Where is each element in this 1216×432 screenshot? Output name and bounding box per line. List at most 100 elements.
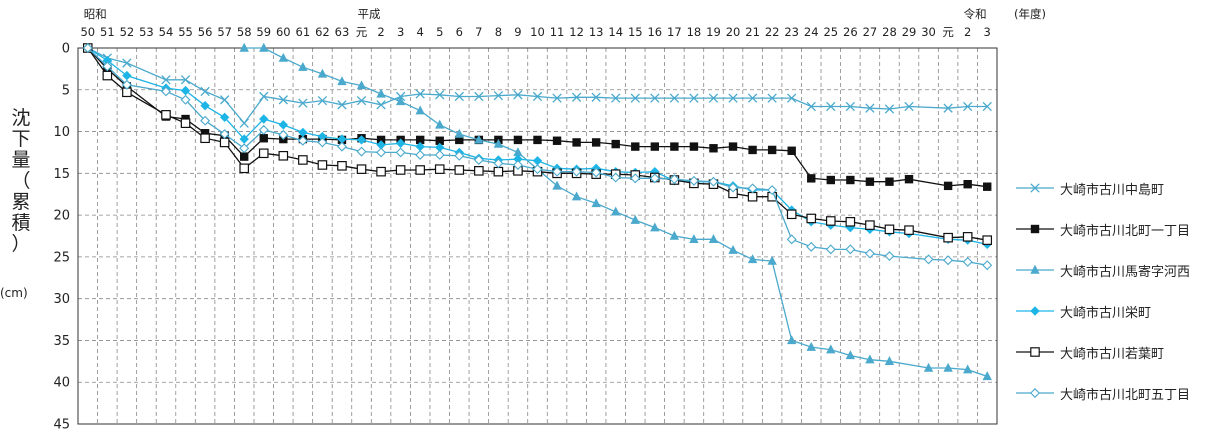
data-point bbox=[356, 146, 367, 157]
data-point bbox=[884, 104, 895, 114]
data-point bbox=[1030, 183, 1040, 193]
data-point bbox=[786, 335, 797, 345]
x-tick-label: 62 bbox=[315, 25, 330, 39]
data-point bbox=[317, 131, 328, 142]
x-tick-label: 2 bbox=[964, 25, 971, 39]
data-point bbox=[610, 172, 621, 183]
x-tick-label: 59 bbox=[256, 25, 271, 39]
legend-item: 大崎市古川北町五丁目 bbox=[1012, 383, 1190, 403]
legend-swatch bbox=[1016, 306, 1054, 316]
x-tick-label: 19 bbox=[706, 25, 721, 39]
data-point bbox=[161, 86, 171, 97]
data-point bbox=[708, 93, 719, 103]
data-point bbox=[122, 58, 132, 68]
y-axis-label-char: 沈 bbox=[11, 107, 31, 129]
x-tick-label: 30 bbox=[921, 25, 936, 39]
y-axis-label-char: 量 bbox=[11, 149, 31, 171]
data-point bbox=[806, 213, 817, 224]
data-point bbox=[688, 175, 699, 186]
x-tick-label: 20 bbox=[726, 25, 741, 39]
data-point bbox=[689, 234, 699, 244]
y-tick-labels: 0 5 10 15 20 25 30 35 40 45 bbox=[53, 42, 70, 432]
data-point bbox=[395, 138, 406, 148]
data-point bbox=[376, 100, 386, 110]
data-point bbox=[102, 70, 113, 81]
legend-swatch bbox=[1016, 183, 1054, 193]
y-axis-label-char: 累 bbox=[11, 191, 31, 213]
data-point bbox=[415, 141, 425, 152]
y-tick-label: 30 bbox=[53, 292, 70, 307]
data-point bbox=[493, 166, 504, 177]
data-point bbox=[1030, 224, 1040, 234]
data-point bbox=[356, 95, 367, 106]
data-point bbox=[747, 191, 758, 202]
data-point bbox=[611, 206, 621, 216]
data-point bbox=[259, 91, 269, 102]
data-point bbox=[630, 93, 640, 103]
data-point bbox=[474, 134, 484, 144]
data-point bbox=[474, 166, 484, 176]
data-point bbox=[826, 101, 836, 112]
data-point bbox=[239, 163, 250, 174]
data-point bbox=[532, 156, 543, 166]
data-point bbox=[474, 91, 484, 102]
data-point bbox=[298, 62, 308, 71]
data-point bbox=[278, 129, 289, 140]
data-point bbox=[962, 256, 973, 267]
y-tick-label: 35 bbox=[53, 334, 70, 349]
data-point bbox=[513, 90, 523, 100]
data-point bbox=[786, 234, 797, 245]
data-point bbox=[395, 96, 406, 106]
data-point bbox=[552, 93, 562, 103]
data-point bbox=[317, 160, 328, 170]
data-point bbox=[376, 140, 386, 150]
data-point bbox=[767, 145, 777, 155]
data-point bbox=[122, 70, 132, 81]
data-point bbox=[591, 92, 601, 102]
data-point bbox=[826, 344, 836, 354]
x-tick-label: 3 bbox=[397, 25, 404, 39]
x-tick-label: 21 bbox=[745, 25, 760, 39]
data-point bbox=[571, 191, 582, 201]
data-point bbox=[454, 128, 464, 138]
data-point bbox=[493, 138, 504, 148]
data-point bbox=[102, 61, 113, 72]
legend-item: 大崎市古川若葉町 bbox=[1012, 342, 1164, 362]
data-point bbox=[591, 198, 601, 208]
data-point bbox=[767, 255, 777, 265]
data-point bbox=[336, 141, 347, 152]
x-tick-label: 51 bbox=[100, 25, 115, 39]
data-point bbox=[571, 92, 582, 102]
x-tick-label: 9 bbox=[514, 25, 521, 39]
data-point bbox=[728, 182, 739, 193]
data-point bbox=[747, 183, 758, 194]
data-point bbox=[376, 88, 386, 98]
data-point bbox=[532, 164, 543, 175]
data-point bbox=[943, 255, 954, 266]
data-point bbox=[435, 119, 445, 129]
x-tick-label: 11 bbox=[550, 25, 565, 39]
data-point bbox=[670, 142, 679, 151]
x-tick-label: 15 bbox=[628, 25, 643, 39]
data-point bbox=[884, 224, 895, 235]
y-axis-label-char: 積 bbox=[11, 212, 31, 234]
x-tick-label: 10 bbox=[530, 25, 545, 39]
data-point bbox=[923, 362, 934, 372]
y-axis-label-char: 下 bbox=[11, 128, 31, 150]
era-label: 昭和 bbox=[84, 7, 107, 21]
data-point bbox=[532, 91, 543, 102]
data-point bbox=[611, 93, 621, 103]
data-point bbox=[884, 251, 895, 262]
data-point bbox=[669, 174, 680, 185]
x-tick-label: 18 bbox=[687, 25, 702, 39]
data-point bbox=[982, 235, 993, 245]
data-point bbox=[454, 165, 465, 175]
data-point bbox=[943, 103, 953, 113]
data-point bbox=[415, 135, 425, 145]
data-point bbox=[630, 214, 640, 224]
data-point bbox=[337, 76, 347, 86]
data-point bbox=[963, 179, 972, 189]
data-point bbox=[591, 138, 601, 147]
data-point bbox=[865, 220, 875, 230]
x-tick-label: 58 bbox=[237, 25, 252, 39]
